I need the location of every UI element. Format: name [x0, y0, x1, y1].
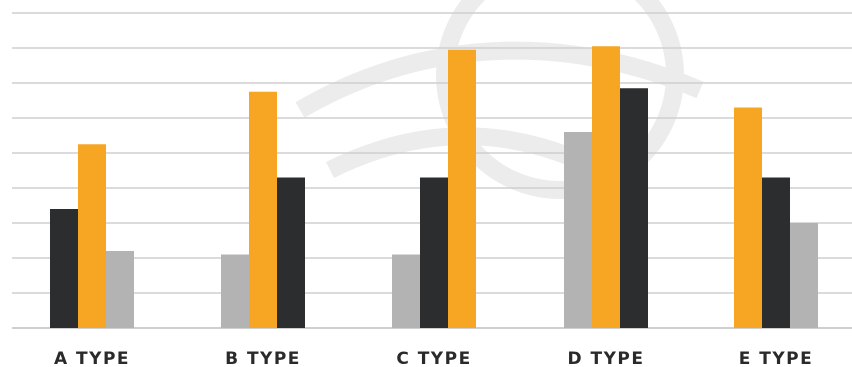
bars	[50, 46, 818, 328]
bar-a-type-1	[50, 209, 78, 328]
bar-d-type-2	[592, 46, 620, 328]
bar-b-type-1	[221, 254, 249, 328]
bar-e-type-2	[762, 177, 790, 328]
x-label-c-type: C TYPE	[396, 349, 471, 367]
x-label-a-type: A TYPE	[54, 349, 130, 367]
bar-e-type-3	[790, 223, 818, 328]
bar-e-type-1	[734, 107, 762, 328]
bar-b-type-3	[277, 177, 305, 328]
bar-a-type-2	[78, 144, 106, 328]
bar-d-type-1	[564, 132, 592, 328]
x-label-d-type: D TYPE	[567, 349, 644, 367]
x-label-b-type: B TYPE	[225, 349, 301, 367]
bar-d-type-3	[620, 88, 648, 328]
x-axis-labels: A TYPE B TYPE C TYPE D TYPE E TYPE	[54, 349, 814, 367]
x-label-e-type: E TYPE	[739, 349, 814, 367]
bar-a-type-3	[106, 251, 134, 328]
bar-c-type-1	[392, 254, 420, 328]
bar-c-type-3	[448, 49, 476, 328]
bar-b-type-2	[249, 91, 277, 328]
bar-c-type-2	[420, 177, 448, 328]
